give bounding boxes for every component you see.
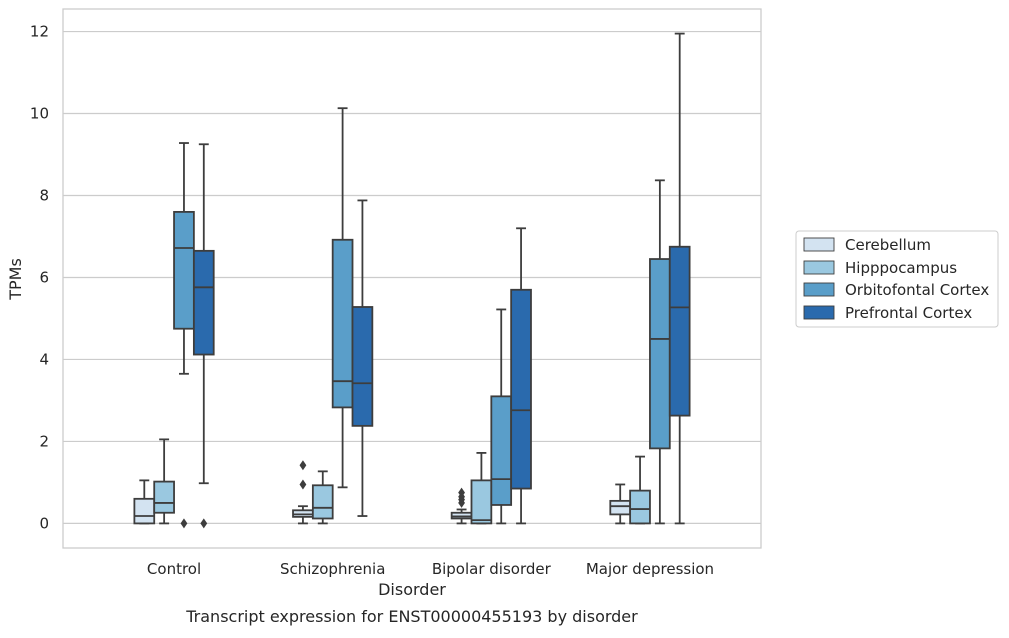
x-tick-labels: Control Schizophrenia Bipolar disorder Majo…	[147, 560, 714, 578]
box-group	[331, 107, 354, 489]
box	[510, 288, 532, 490]
box-group	[311, 470, 334, 525]
y-tick-label: 4	[39, 350, 49, 368]
box	[649, 258, 671, 450]
legend-swatch	[803, 260, 835, 275]
legend-frame	[795, 230, 999, 328]
legend-swatch	[803, 237, 835, 252]
x-tick-label: Bipolar disorder	[432, 560, 552, 578]
box-group	[133, 479, 156, 525]
outlier-point	[200, 518, 208, 529]
box-group	[510, 227, 532, 525]
box-group	[173, 142, 195, 529]
y-tick-labels: 0 2 4 6 8 10 12	[30, 23, 49, 533]
x-axis-label: Disorder	[378, 580, 446, 599]
box-group	[649, 179, 671, 525]
box	[629, 489, 651, 525]
box	[173, 210, 195, 330]
outlier-point	[458, 487, 465, 498]
boxes	[133, 32, 691, 529]
x-tick-label: Major depression	[586, 560, 714, 578]
box-group	[450, 487, 473, 525]
legend-swatch	[803, 305, 835, 320]
box-group	[490, 308, 513, 525]
box-group	[609, 483, 632, 525]
y-tick-label: 12	[30, 23, 49, 41]
box-group	[629, 455, 651, 525]
y-tick-label: 8	[39, 186, 49, 204]
box	[351, 306, 374, 427]
box	[470, 479, 493, 525]
legend-item: Cerebellum	[803, 236, 931, 254]
y-tick-label: 0	[39, 514, 49, 532]
box	[192, 249, 215, 356]
box-group	[668, 32, 691, 525]
y-axis-label: TPMs	[6, 258, 25, 301]
y-tick-label: 6	[39, 268, 49, 286]
x-tick-label: Schizophrenia	[280, 560, 385, 578]
legend-label: Hipppocampus	[845, 259, 957, 277]
legend-swatch	[803, 282, 835, 297]
box-group	[470, 452, 493, 525]
chart-caption: Transcript expression for ENST0000045519…	[185, 607, 638, 626]
legend: Cerebellum Hipppocampus Orbitofontal Cor…	[795, 230, 999, 328]
box	[490, 395, 513, 506]
legend-label: Prefrontal Cortex	[845, 304, 972, 322]
outlier-point	[180, 518, 188, 529]
outlier-point	[299, 479, 307, 490]
box-group	[292, 460, 314, 525]
box	[609, 499, 632, 516]
outlier-point	[299, 460, 307, 471]
box-group	[192, 143, 215, 529]
legend-label: Orbitofontal Cortex	[845, 281, 989, 299]
box	[331, 238, 354, 409]
box-group	[351, 199, 374, 517]
plot-frame	[62, 8, 762, 549]
box	[153, 480, 175, 514]
y-tick-label: 2	[39, 432, 49, 450]
legend-item: Hipppocampus	[803, 259, 957, 277]
box-group	[153, 438, 175, 525]
box	[133, 497, 156, 525]
box	[311, 484, 334, 520]
legend-item: Orbitofontal Cortex	[803, 281, 989, 299]
y-tick-label: 10	[30, 105, 49, 123]
legend-item: Prefrontal Cortex	[803, 304, 972, 322]
box	[668, 245, 691, 417]
legend-label: Cerebellum	[845, 236, 931, 254]
x-tick-label: Control	[147, 560, 201, 578]
